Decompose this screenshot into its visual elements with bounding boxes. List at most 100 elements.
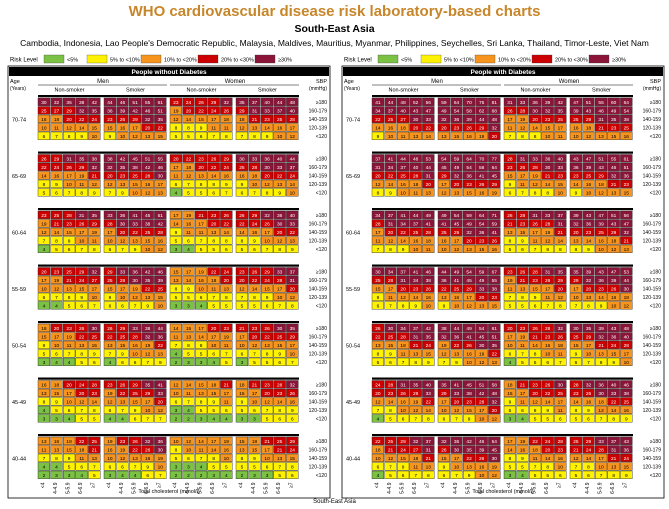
risk-value: 13	[158, 191, 164, 197]
risk-value: 14	[41, 174, 47, 180]
risk-value: 10	[107, 239, 113, 245]
risk-value: 7	[134, 304, 137, 310]
sbp-tick-label: 140-159	[643, 456, 662, 462]
risk-value: 6	[253, 247, 256, 253]
risk-value: 4	[68, 417, 71, 423]
risk-value: 26	[79, 326, 85, 332]
risk-value: 4	[175, 352, 178, 358]
risk-value: 13	[120, 182, 126, 188]
risk-value: 14	[198, 335, 204, 341]
block-separator	[38, 377, 299, 380]
risk-value: 4	[43, 465, 46, 471]
cholesterol-tick-label: 4-4.9	[53, 482, 59, 494]
cholesterol-tick-label: ≥7	[157, 482, 163, 488]
risk-value: 12	[375, 400, 381, 406]
risk-value: 13	[598, 134, 604, 140]
risk-cell	[235, 301, 249, 310]
risk-cell	[273, 154, 286, 163]
risk-value: 23	[120, 439, 126, 445]
risk-cell	[37, 292, 51, 301]
risk-value: 9	[600, 304, 603, 310]
risk-cell	[50, 154, 63, 163]
risk-value: 35	[120, 165, 126, 171]
risk-value: 9	[200, 126, 203, 132]
risk-value: 19	[41, 222, 47, 228]
risk-value: 26	[466, 343, 472, 349]
risk-value: 23	[611, 126, 617, 132]
risk-value: 5	[80, 360, 83, 366]
risk-value: 25	[454, 287, 460, 293]
risk-value: 8	[509, 456, 512, 462]
risk-value: 10	[54, 343, 60, 349]
risk-value: 10	[120, 295, 126, 301]
risk-cell	[103, 275, 117, 284]
risk-cell	[37, 162, 51, 171]
risk-value: 15	[454, 134, 460, 140]
risk-value: 44	[400, 157, 406, 163]
risk-cell	[141, 106, 154, 115]
risk-value: 47	[624, 222, 630, 228]
risk-value: 17	[132, 126, 138, 132]
risk-value: 7	[534, 247, 537, 253]
risk-value: 21	[573, 448, 579, 454]
risk-value: 40	[290, 213, 296, 219]
risk-cell	[75, 284, 88, 293]
risk-value: 16	[224, 448, 230, 454]
risk-cell	[261, 236, 274, 245]
risk-value: 15	[466, 191, 472, 197]
risk-value: 6	[200, 295, 203, 301]
risk-value: 7	[521, 191, 524, 197]
risk-value: 35	[92, 213, 98, 219]
risk-cell	[235, 236, 249, 245]
risk-value: 9	[146, 465, 149, 471]
risk-value: 42	[145, 165, 151, 171]
risk-value: 11	[41, 448, 46, 454]
risk-value: 28	[598, 448, 604, 454]
risk-value: 6	[443, 473, 446, 479]
risk-value: 54	[479, 326, 485, 332]
sbp-tick-label: ≥180	[650, 439, 661, 445]
risk-value: 33	[132, 326, 138, 332]
risk-cell	[50, 171, 63, 180]
risk-cell	[273, 114, 286, 123]
x-axis-label: Total cholesterol (mmol/l)	[472, 489, 533, 495]
risk-cell	[128, 275, 142, 284]
risk-cell	[220, 267, 233, 276]
risk-value: 16	[545, 343, 551, 349]
risk-value: 36	[532, 100, 538, 106]
cholesterol-tick-label: <4	[106, 482, 112, 488]
risk-value: 28	[507, 157, 513, 163]
risk-value: 47	[611, 270, 617, 276]
risk-value: 21	[264, 439, 270, 445]
risk-value: 67	[492, 270, 498, 276]
risk-value: 32	[79, 109, 85, 115]
risk-value: 24	[545, 439, 551, 445]
risk-value: 20	[545, 448, 551, 454]
risk-value: 12	[186, 174, 192, 180]
risk-value: 14	[239, 230, 245, 236]
risk-value: 9	[121, 352, 124, 358]
risk-value: 14	[224, 230, 230, 236]
risk-value: 36	[545, 157, 551, 163]
risk-value: 18	[586, 126, 592, 132]
age-group-label: 70-74	[346, 117, 360, 123]
risk-cell	[273, 284, 286, 293]
risk-cell	[273, 123, 286, 132]
risk-value: 12	[132, 134, 138, 140]
risk-value: 37	[388, 213, 394, 219]
risk-value: 5	[546, 473, 549, 479]
risk-value: 11	[173, 335, 178, 341]
risk-value: 8	[546, 191, 549, 197]
risk-value: 18	[54, 383, 60, 389]
risk-cell	[182, 97, 195, 106]
risk-value: 23	[520, 326, 526, 332]
risk-value: 13	[132, 456, 138, 462]
risk-value: 14	[545, 400, 551, 406]
risk-value: 17	[558, 126, 564, 132]
risk-value: 13	[145, 295, 151, 301]
risk-value: 52	[413, 100, 419, 106]
risk-value: 8	[559, 247, 562, 253]
risk-value: 39	[586, 270, 592, 276]
risk-value: 21	[507, 222, 513, 228]
risk-value: 9	[266, 295, 269, 301]
